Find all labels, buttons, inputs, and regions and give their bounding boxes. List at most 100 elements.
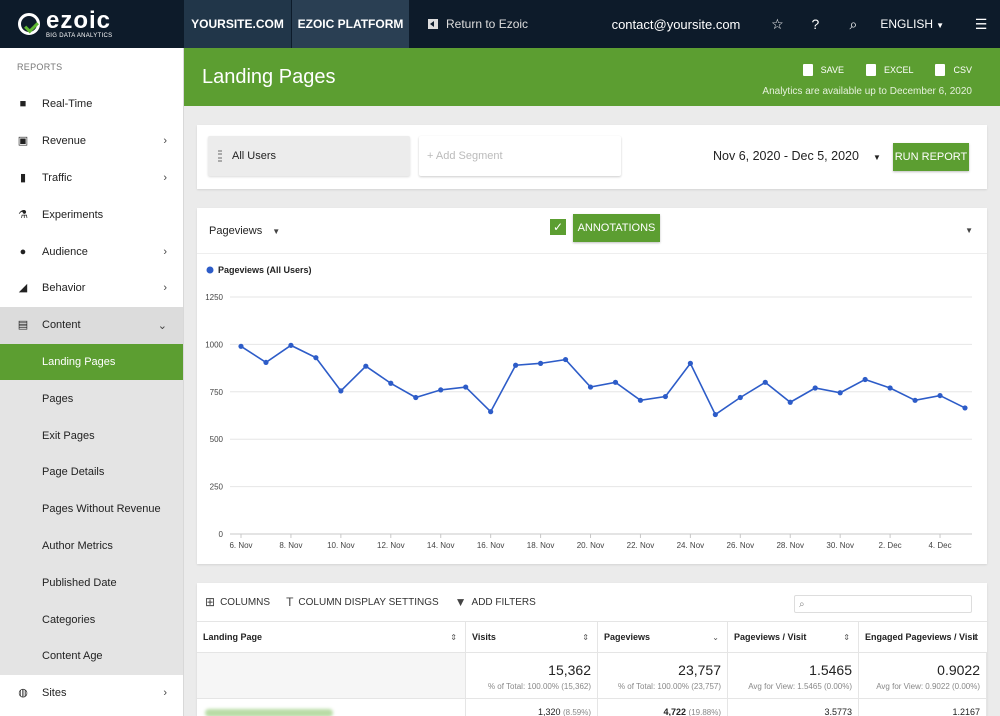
sidebar-item-audience[interactable]: ● Audience › bbox=[0, 233, 183, 270]
sidebar-subitem-exit-pages[interactable]: Exit Pages bbox=[0, 417, 183, 454]
column-header-label: Pageviews / Visit bbox=[734, 632, 807, 642]
language-dropdown[interactable]: ENGLISH ▼ bbox=[880, 17, 944, 31]
chevron-down-icon[interactable]: ▼ bbox=[965, 226, 973, 235]
cell-percent: (8.59%) bbox=[562, 708, 591, 716]
x-tick-label: 12. Nov bbox=[377, 541, 405, 550]
search-icon[interactable]: ⌕ bbox=[849, 15, 858, 32]
total-value: 15,362 bbox=[548, 662, 591, 678]
column-header-visits[interactable]: Visits ⇕ bbox=[466, 622, 598, 652]
column-header-pageviews[interactable]: Pageviews ⌄ bbox=[598, 622, 728, 652]
drag-handle-icon[interactable] bbox=[218, 150, 222, 162]
cell-value: 1,320 bbox=[537, 707, 561, 716]
data-point bbox=[837, 390, 843, 396]
data-point bbox=[587, 384, 594, 390]
x-tick-label: 8. Nov bbox=[279, 541, 302, 550]
table-row[interactable]: 1,320 (8.59%) 4,722 (19.88%) 3.5773 1.21… bbox=[197, 699, 987, 716]
add-segment-button[interactable]: + Add Segment bbox=[419, 136, 621, 176]
column-header-pageviews-per-visit[interactable]: Pageviews / Visit ⇕ bbox=[728, 622, 859, 652]
table-search-input[interactable]: ⌕ bbox=[794, 595, 972, 613]
sidebar-item-behavior[interactable]: ◢ Behavior › bbox=[0, 270, 183, 307]
star-icon[interactable]: ☆ bbox=[771, 15, 784, 32]
sidebar-subitem-author-metrics[interactable]: Author Metrics bbox=[0, 527, 183, 565]
sidebar-item-experiments[interactable]: ⚗ Experiments bbox=[0, 196, 183, 233]
x-tick-label: 10. Nov bbox=[327, 541, 355, 550]
chevron-right-icon: › bbox=[163, 171, 167, 184]
segment-all-users[interactable]: All Users bbox=[208, 136, 410, 176]
help-icon[interactable]: ? bbox=[811, 16, 820, 32]
total-value: 1.5465 bbox=[809, 662, 852, 678]
column-display-settings-button[interactable]: T COLUMN DISPLAY SETTINGS bbox=[286, 595, 439, 609]
sidebar-item-traffic[interactable]: ▮ Traffic › bbox=[0, 160, 183, 197]
chevron-right-icon: › bbox=[163, 245, 167, 258]
total-cell-visits: 15,362 % of Total: 100.00% (15,362) bbox=[466, 653, 598, 698]
sidebar-subitem-pages-without-revenue[interactable]: Pages Without Revenue bbox=[0, 490, 183, 528]
excel-export-button[interactable]: EXCEL bbox=[865, 64, 913, 76]
data-point bbox=[288, 342, 294, 348]
search-icon: ⌕ bbox=[799, 598, 805, 610]
sidebar-item-sites[interactable]: ◍ Sites › bbox=[0, 675, 183, 712]
annotations-button[interactable]: ANNOTATIONS bbox=[573, 214, 660, 242]
logo-name: ezoic bbox=[46, 6, 112, 34]
data-point bbox=[463, 384, 469, 390]
chevron-right-icon: › bbox=[163, 282, 167, 295]
video-camera-icon: ■ bbox=[19, 98, 27, 111]
columns-label: COLUMNS bbox=[220, 596, 271, 608]
date-range-picker[interactable]: Nov 6, 2020 - Dec 5, 2020 ▼ bbox=[713, 149, 881, 163]
data-point bbox=[862, 376, 868, 383]
save-button[interactable]: SAVE bbox=[802, 64, 844, 76]
chevron-right-icon: › bbox=[163, 135, 167, 148]
data-point bbox=[962, 405, 968, 411]
sidebar-header: REPORTS bbox=[17, 62, 63, 72]
sort-icon[interactable]: ⇕ bbox=[450, 632, 457, 642]
landing-page-cell[interactable] bbox=[197, 699, 466, 716]
tab-yoursite[interactable]: YOURSITE.COM bbox=[184, 0, 292, 48]
sidebar-subitem-page-details[interactable]: Page Details bbox=[0, 453, 183, 491]
redacted-landing-page-link[interactable] bbox=[205, 709, 333, 716]
total-value: 0.9022 bbox=[937, 662, 980, 678]
sidebar-item-label: Traffic bbox=[42, 171, 72, 184]
run-report-button[interactable]: RUN REPORT bbox=[893, 143, 969, 171]
sidebar-subitem-content-age[interactable]: Content Age bbox=[0, 637, 183, 675]
data-point bbox=[238, 343, 244, 349]
add-filters-button[interactable]: ▼ ADD FILTERS bbox=[455, 595, 536, 609]
column-header-engaged-pageviews-per-visit[interactable]: Engaged Pageviews / Visit ⇕ bbox=[859, 622, 987, 652]
sidebar-subitem-landing-pages[interactable]: Landing Pages bbox=[0, 343, 183, 381]
menu-icon[interactable]: ☰ bbox=[974, 15, 988, 32]
sidebar-subitem-pages[interactable]: Pages bbox=[0, 380, 183, 418]
ezoic-logo[interactable]: ezoic BIG DATA ANALYTICS bbox=[0, 0, 184, 48]
annotations-checkbox[interactable]: ✓ bbox=[550, 219, 566, 235]
y-tick-label: 1000 bbox=[205, 340, 223, 349]
sidebar-item-content[interactable]: ▤ Content ⌄ bbox=[0, 306, 183, 344]
sidebar-item-real-time[interactable]: ■ Real-Time bbox=[0, 86, 183, 123]
sidebar-subitem-published-date[interactable]: Published Date bbox=[0, 564, 183, 602]
legend-marker bbox=[206, 266, 214, 274]
traffic-light-icon: ▮ bbox=[19, 171, 27, 184]
page-title: Landing Pages bbox=[202, 66, 336, 88]
sidebar-subitem-categories[interactable]: Categories bbox=[0, 601, 183, 638]
tab-ezoic-platform[interactable]: EZOIC PLATFORM bbox=[292, 0, 410, 48]
sidebar-item-label: Audience bbox=[42, 245, 88, 258]
sort-icon[interactable]: ⇕ bbox=[582, 632, 589, 642]
total-note: Avg for View: 0.9022 (0.00%) bbox=[876, 682, 980, 691]
return-to-ezoic-link[interactable]: Return to Ezoic bbox=[428, 17, 528, 31]
sidebar-item-label: Behavior bbox=[42, 282, 86, 295]
data-point bbox=[937, 392, 943, 399]
column-header-label: Visits bbox=[472, 632, 496, 642]
reports-sidebar: REPORTS ■ Real-Time ▣ Revenue › ▮ Traffi… bbox=[0, 48, 184, 716]
money-icon: ▣ bbox=[17, 135, 29, 148]
account-email[interactable]: contact@yoursite.com bbox=[611, 16, 741, 32]
columns-button[interactable]: ⊞ COLUMNS bbox=[205, 595, 270, 609]
back-arrow-icon bbox=[428, 19, 438, 29]
total-note: % of Total: 100.00% (23,757) bbox=[617, 682, 721, 691]
column-header-landing-page[interactable]: Landing Page ⇕ bbox=[197, 622, 466, 652]
cell-value: 3.5773 bbox=[824, 707, 852, 716]
sort-descending-icon[interactable]: ⌄ bbox=[712, 632, 719, 642]
save-label: SAVE bbox=[820, 65, 844, 75]
sort-icon[interactable]: ⇕ bbox=[972, 632, 979, 642]
metric-dropdown[interactable]: Pageviews ▼ bbox=[209, 225, 280, 237]
text-settings-icon: T bbox=[286, 595, 294, 609]
csv-export-button[interactable]: CSV bbox=[935, 64, 972, 76]
sidebar-item-revenue[interactable]: ▣ Revenue › bbox=[0, 123, 183, 160]
sort-icon[interactable]: ⇕ bbox=[843, 632, 850, 642]
column-header-label: Landing Page bbox=[203, 632, 263, 642]
